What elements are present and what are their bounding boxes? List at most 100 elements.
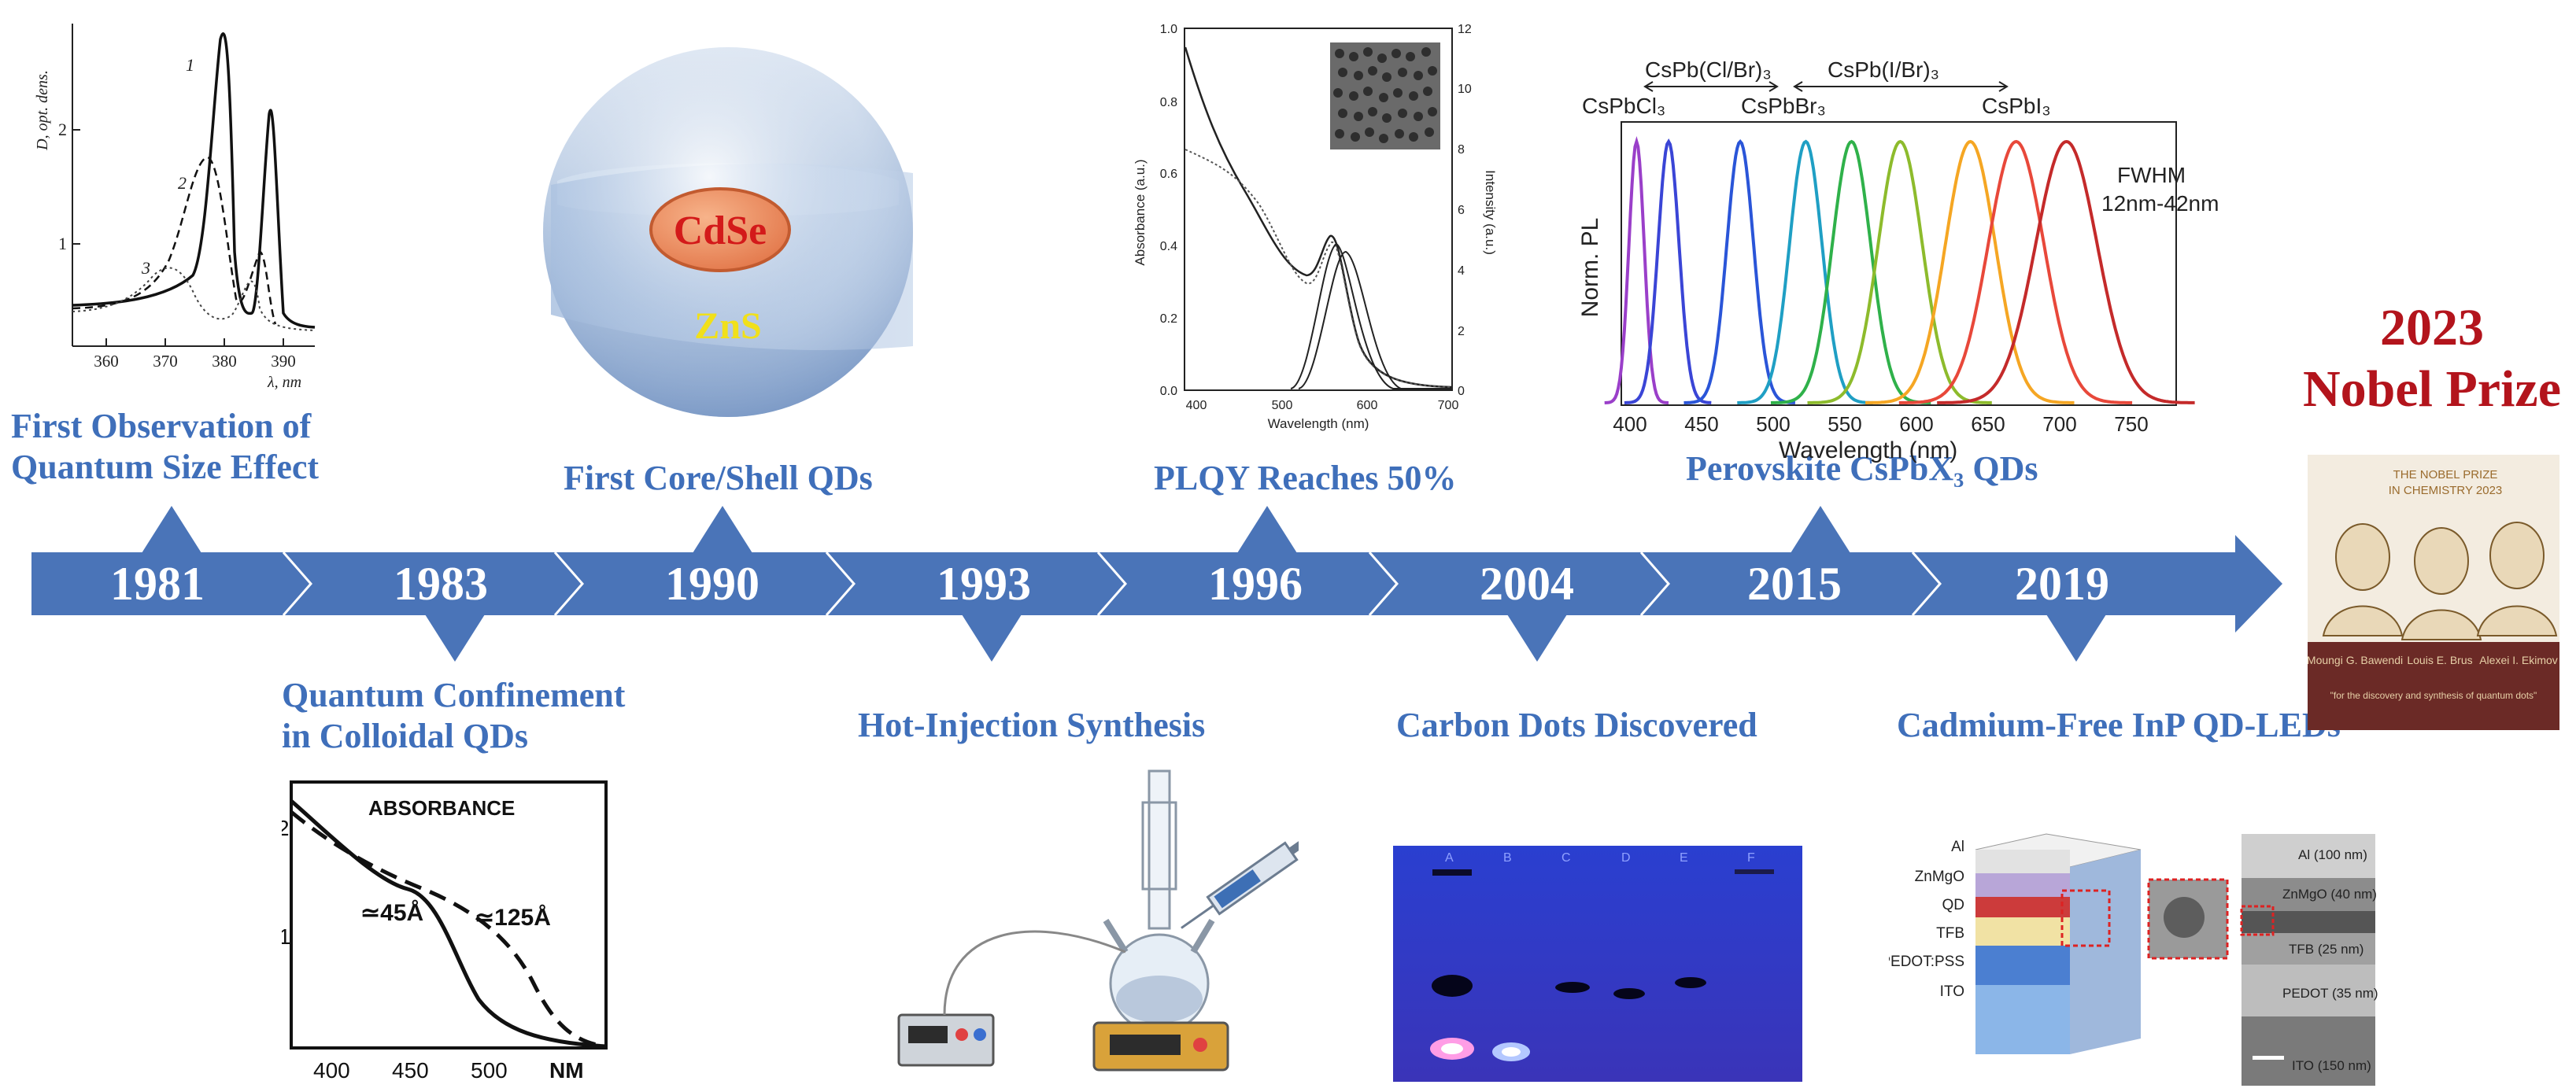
fig-2015-perovskite-pl: Norm. PL 400 450 500 550 600 650 700 750…: [1577, 57, 2219, 433]
fig-1996-absorbance-pl: 1.0 0.8 0.6 0.4 0.2 0.0 12 10 8 6 4 2 0 …: [1133, 23, 1495, 431]
nobel-name-ekimov: Alexei I. Ekimov: [2479, 654, 2558, 666]
fig1996-ytick-06: 0.6: [1160, 168, 1177, 181]
caption-2004: Carbon Dots Discovered: [1396, 706, 1757, 744]
year-2019: 2019: [2015, 558, 2109, 610]
fig1996-ytick-r6: 6: [1458, 204, 1465, 217]
fig2015-label-cspbi3: CsPbI₃: [1982, 94, 2051, 118]
fig2015-xtick-750: 750: [2114, 412, 2148, 433]
caption-1990: First Core/Shell QDs: [564, 459, 873, 497]
fig1996-ytick-r4: 4: [1458, 264, 1465, 278]
fig2019-tem-ito: ITO (150 nm): [2292, 1058, 2371, 1073]
fig1981-curve-3: [72, 267, 316, 331]
caption-1983-line2: in Colloidal QDs: [282, 717, 528, 755]
fig1996-ytick-r2: 2: [1458, 325, 1465, 338]
fig1983-xtick-500: 500: [471, 1058, 508, 1083]
fig-1993-apparatus: [897, 769, 1299, 1072]
fig1981-xtick-390: 390: [271, 352, 296, 371]
pl-peak-515: [1737, 139, 1873, 404]
fig1996-pl-1: [1290, 242, 1451, 389]
fig1996-ytick-1: 1.0: [1160, 23, 1177, 36]
fig1996-ytick-00: 0.0: [1160, 385, 1177, 398]
fig1996-xtick-500: 500: [1272, 399, 1293, 412]
caption-1983: Quantum Confinement in Colloidal QDs: [282, 675, 625, 757]
fig2015-xtick-600: 600: [1899, 412, 1933, 433]
fig1996-ylabel-left: Absorbance (a.u.): [1133, 159, 1148, 265]
fig2015-label-cspbibr3: CsPb(I/Br)₃: [1828, 57, 1939, 82]
nobel-card-quote: "for the discovery and synthesis of quan…: [2330, 690, 2537, 701]
fig2015-xtick-400: 400: [1613, 412, 1646, 433]
fig1996-xtick-700: 700: [1438, 399, 1459, 412]
fig2019-tem-tfb: TFB (25 nm): [2289, 942, 2363, 957]
fig-2019-qdled: Al ZnMgO QD TFB PEDOT:PSS ITO Al (100 nm…: [1889, 833, 2378, 1086]
fig1996-ytick-r12: 12: [1458, 23, 1472, 36]
year-2004: 2004: [1480, 558, 1574, 610]
fig2015-xtick-550: 550: [1828, 412, 1861, 433]
fig1996-pl-2: [1298, 250, 1451, 389]
caption-1993: Hot-Injection Synthesis: [858, 706, 1206, 744]
caption-1983-line1: Quantum Confinement: [282, 676, 626, 714]
fig1981-xtick-360: 360: [94, 352, 119, 371]
year-1981: 1981: [110, 558, 205, 610]
fig1983-ytick-1: 1: [282, 924, 291, 949]
fig2015-fwhm-title: FWHM: [2117, 163, 2186, 187]
fig2015-xtick-500: 500: [1756, 412, 1790, 433]
fig1981-curve-label-3: 3: [141, 258, 150, 278]
fig2015-xtick-450: 450: [1684, 412, 1718, 433]
pl-peak-686: [1937, 139, 2195, 404]
fig2015-label-cspbbr3: CsPbBr₃: [1741, 94, 1826, 118]
caption-1996: PLQY Reaches 50%: [1154, 459, 1457, 497]
fig-1981-spectrum: D, opt. dens. 1 2 360 370 380 390 λ, nm …: [34, 24, 316, 391]
fig1981-ylabel: D, opt. dens.: [34, 70, 51, 151]
fig2019-layer-pedot: PEDOT:PSS: [1889, 954, 1964, 970]
caption-1981-line2: Quantum Size Effect: [11, 448, 320, 486]
fig1983-xtick-400: 400: [313, 1058, 350, 1083]
fig1981-curve-1: [72, 32, 316, 329]
caption-2015: Perovskite CsPbX₃ QDs: [1686, 449, 2038, 488]
fig1981-curve-label-2: 2: [178, 173, 187, 193]
fig2015-label-cspbcl3: CsPbCl₃: [1582, 94, 1665, 118]
fig-1990-core-shell: CdSe ZnS: [543, 47, 913, 417]
caption-1981: First Observation of Quantum Size Effect: [11, 406, 319, 488]
year-1993: 1993: [937, 558, 1031, 610]
fig1983-title: ABSORBANCE: [368, 796, 515, 820]
fig-1983-absorbance: ABSORBANCE ≃45Å ≃125Å 2 1 400 450 500 NM: [282, 780, 608, 1083]
fig1996-ylabel-right: Intensity (a.u.): [1483, 170, 1495, 255]
fig1983-ytick-2: 2: [282, 816, 290, 840]
fig1990-core-label: CdSe: [674, 208, 767, 253]
fig1981-ytick-2: 2: [58, 120, 67, 139]
fig2019-layer-ito: ITO: [1940, 983, 1964, 1000]
fig2015-ylabel: Norm. PL: [1577, 218, 1603, 318]
fig2019-layer-qd: QD: [1942, 897, 1965, 913]
fig1996-ytick-08: 0.8: [1160, 96, 1177, 109]
nobel-card-line1: THE NOBEL PRIZE: [2393, 468, 2498, 481]
fig2015-xtick-700: 700: [2042, 412, 2076, 433]
fig2015-label-cspbclbr3: CsPb(Cl/Br)₃: [1645, 57, 1772, 82]
nobel-title: Nobel Prize: [2302, 360, 2562, 418]
fig2019-layer-tfb: TFB: [1936, 925, 1964, 942]
fig2015-xtick-650: 650: [1971, 412, 2005, 433]
fig2004-lane-C: C: [1561, 851, 1571, 865]
fig2015-xlabel-text: Wavelength (nm): [1779, 437, 1958, 463]
pl-peak-425: [1624, 138, 1712, 404]
caption-1981-line1: First Observation of: [11, 407, 312, 445]
fig1996-xtick-600: 600: [1357, 399, 1378, 412]
fig1996-xlabel: Wavelength (nm): [1268, 416, 1369, 431]
fig1996-abs-dotted: [1185, 149, 1452, 388]
fig2019-tem-al: Al (100 nm): [2298, 847, 2367, 862]
pl-peak-653: [1898, 139, 2133, 404]
year-1990: 1990: [665, 558, 759, 610]
fig1996-ytick-r10: 10: [1458, 83, 1472, 96]
fig1981-xtick-370: 370: [153, 352, 178, 371]
fig-2004-gel: A B C D E F: [1393, 846, 1802, 1082]
fig1983-curve-125A: [290, 810, 607, 1049]
nobel-name-brus: Louis E. Brus: [2407, 654, 2472, 666]
nobel-card: THE NOBEL PRIZE IN CHEMISTRY 2023 Moungi…: [2308, 455, 2559, 730]
nobel-name-bawendi: Moungi G. Bawendi: [2308, 654, 2403, 666]
pl-peak-472: [1683, 139, 1795, 404]
fig1981-curve-label-1: 1: [186, 55, 194, 75]
year-1996: 1996: [1208, 558, 1303, 610]
fig1983-xtick-450: 450: [392, 1058, 429, 1083]
fig2019-tem-znmgo: ZnMgO (40 nm): [2282, 887, 2377, 902]
fig1981-curve-2: [72, 156, 277, 325]
